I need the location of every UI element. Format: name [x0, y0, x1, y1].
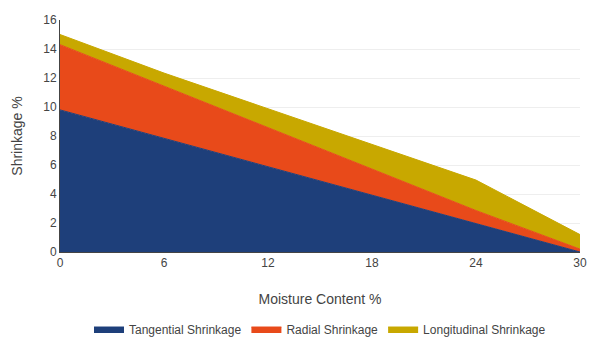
- svg-text:0: 0: [57, 256, 64, 270]
- svg-text:24: 24: [469, 256, 483, 270]
- svg-text:Longitudinal Shrinkage: Longitudinal Shrinkage: [423, 323, 545, 337]
- svg-text:4: 4: [50, 187, 57, 201]
- svg-text:12: 12: [43, 71, 57, 85]
- svg-text:Radial Shrinkage: Radial Shrinkage: [286, 323, 378, 337]
- svg-text:0: 0: [50, 245, 57, 259]
- svg-text:Tangential Shrinkage: Tangential Shrinkage: [129, 323, 241, 337]
- svg-text:16: 16: [43, 13, 57, 27]
- svg-text:6: 6: [161, 256, 168, 270]
- svg-text:30: 30: [573, 256, 587, 270]
- svg-text:18: 18: [365, 256, 379, 270]
- svg-text:Moisture Content %: Moisture Content %: [259, 291, 382, 307]
- svg-text:Shrinkage %: Shrinkage %: [9, 96, 25, 175]
- svg-text:6: 6: [50, 158, 57, 172]
- svg-text:2: 2: [50, 216, 57, 230]
- svg-text:10: 10: [43, 100, 57, 114]
- svg-text:12: 12: [261, 256, 275, 270]
- svg-text:8: 8: [50, 129, 57, 143]
- svg-text:14: 14: [43, 42, 57, 56]
